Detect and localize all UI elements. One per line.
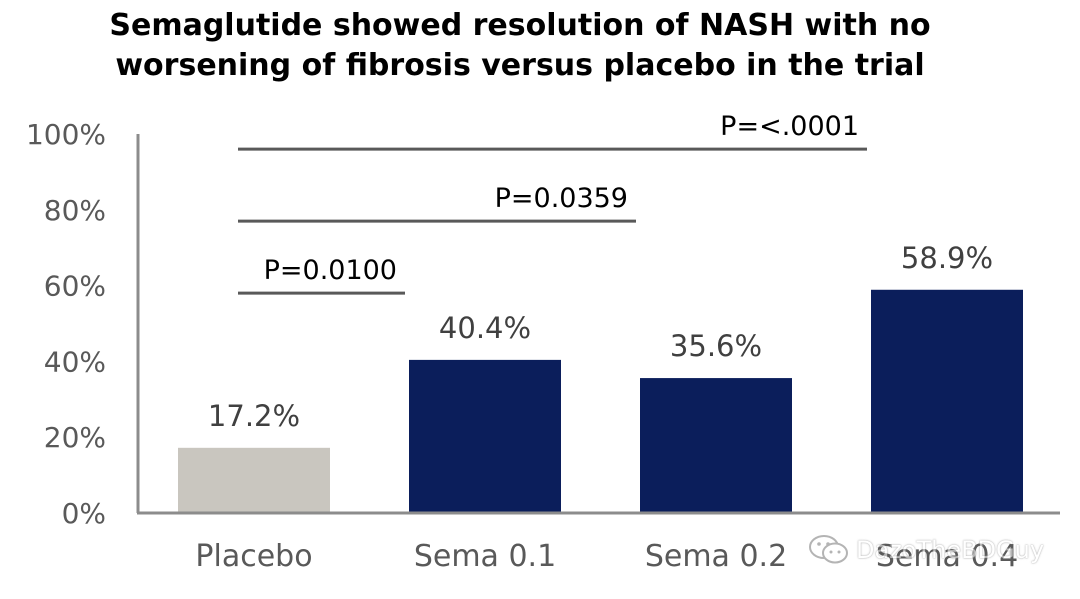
category-label: Sema 0.1 — [414, 539, 556, 574]
watermark-text: DazoTheBDGuy — [856, 536, 1045, 564]
bars — [178, 289, 1023, 513]
y-tick-label: 60% — [44, 270, 106, 303]
y-tick-label: 40% — [44, 345, 106, 378]
chart-title-line-1: Semaglutide showed resolution of NASH wi… — [109, 8, 931, 43]
data-label: 17.2% — [208, 399, 300, 433]
chart-title: Semaglutide showed resolution of NASH wi… — [0, 6, 1040, 86]
category-label: Sema 0.4 — [876, 539, 1018, 574]
y-tick-label: 80% — [44, 194, 106, 227]
bar — [409, 359, 561, 513]
y-tick-label: 20% — [44, 421, 106, 454]
p-value-label: P=<.0001 — [720, 111, 859, 142]
data-label: 35.6% — [670, 329, 762, 363]
y-tick-label: 100% — [26, 118, 106, 151]
data-label: 58.9% — [901, 241, 993, 275]
p-value-label: P=0.0100 — [264, 255, 397, 286]
category-label: Sema 0.2 — [645, 539, 787, 574]
y-tick-label: 0% — [62, 497, 106, 530]
data-labels: 17.2% 40.4% 35.6% 58.9% — [208, 241, 993, 433]
bar — [871, 289, 1023, 513]
chart-title-line-2: worsening of fibrosis versus placebo in … — [115, 48, 925, 83]
data-label: 40.4% — [439, 311, 531, 345]
bar — [640, 378, 792, 513]
category-labels: Placebo Sema 0.1 Sema 0.2 Sema 0.4 — [195, 539, 1018, 574]
category-label: Placebo — [195, 539, 312, 574]
significance-brackets: P=0.0100 P=0.0359 P=<.0001 — [238, 111, 867, 295]
bar — [178, 447, 330, 513]
y-axis-tick-labels: 0% 20% 40% 60% 80% 100% — [26, 118, 106, 530]
wechat-icon — [809, 535, 848, 564]
watermark: DazoTheBDGuy — [808, 533, 1044, 567]
p-value-label: P=0.0359 — [495, 183, 628, 214]
